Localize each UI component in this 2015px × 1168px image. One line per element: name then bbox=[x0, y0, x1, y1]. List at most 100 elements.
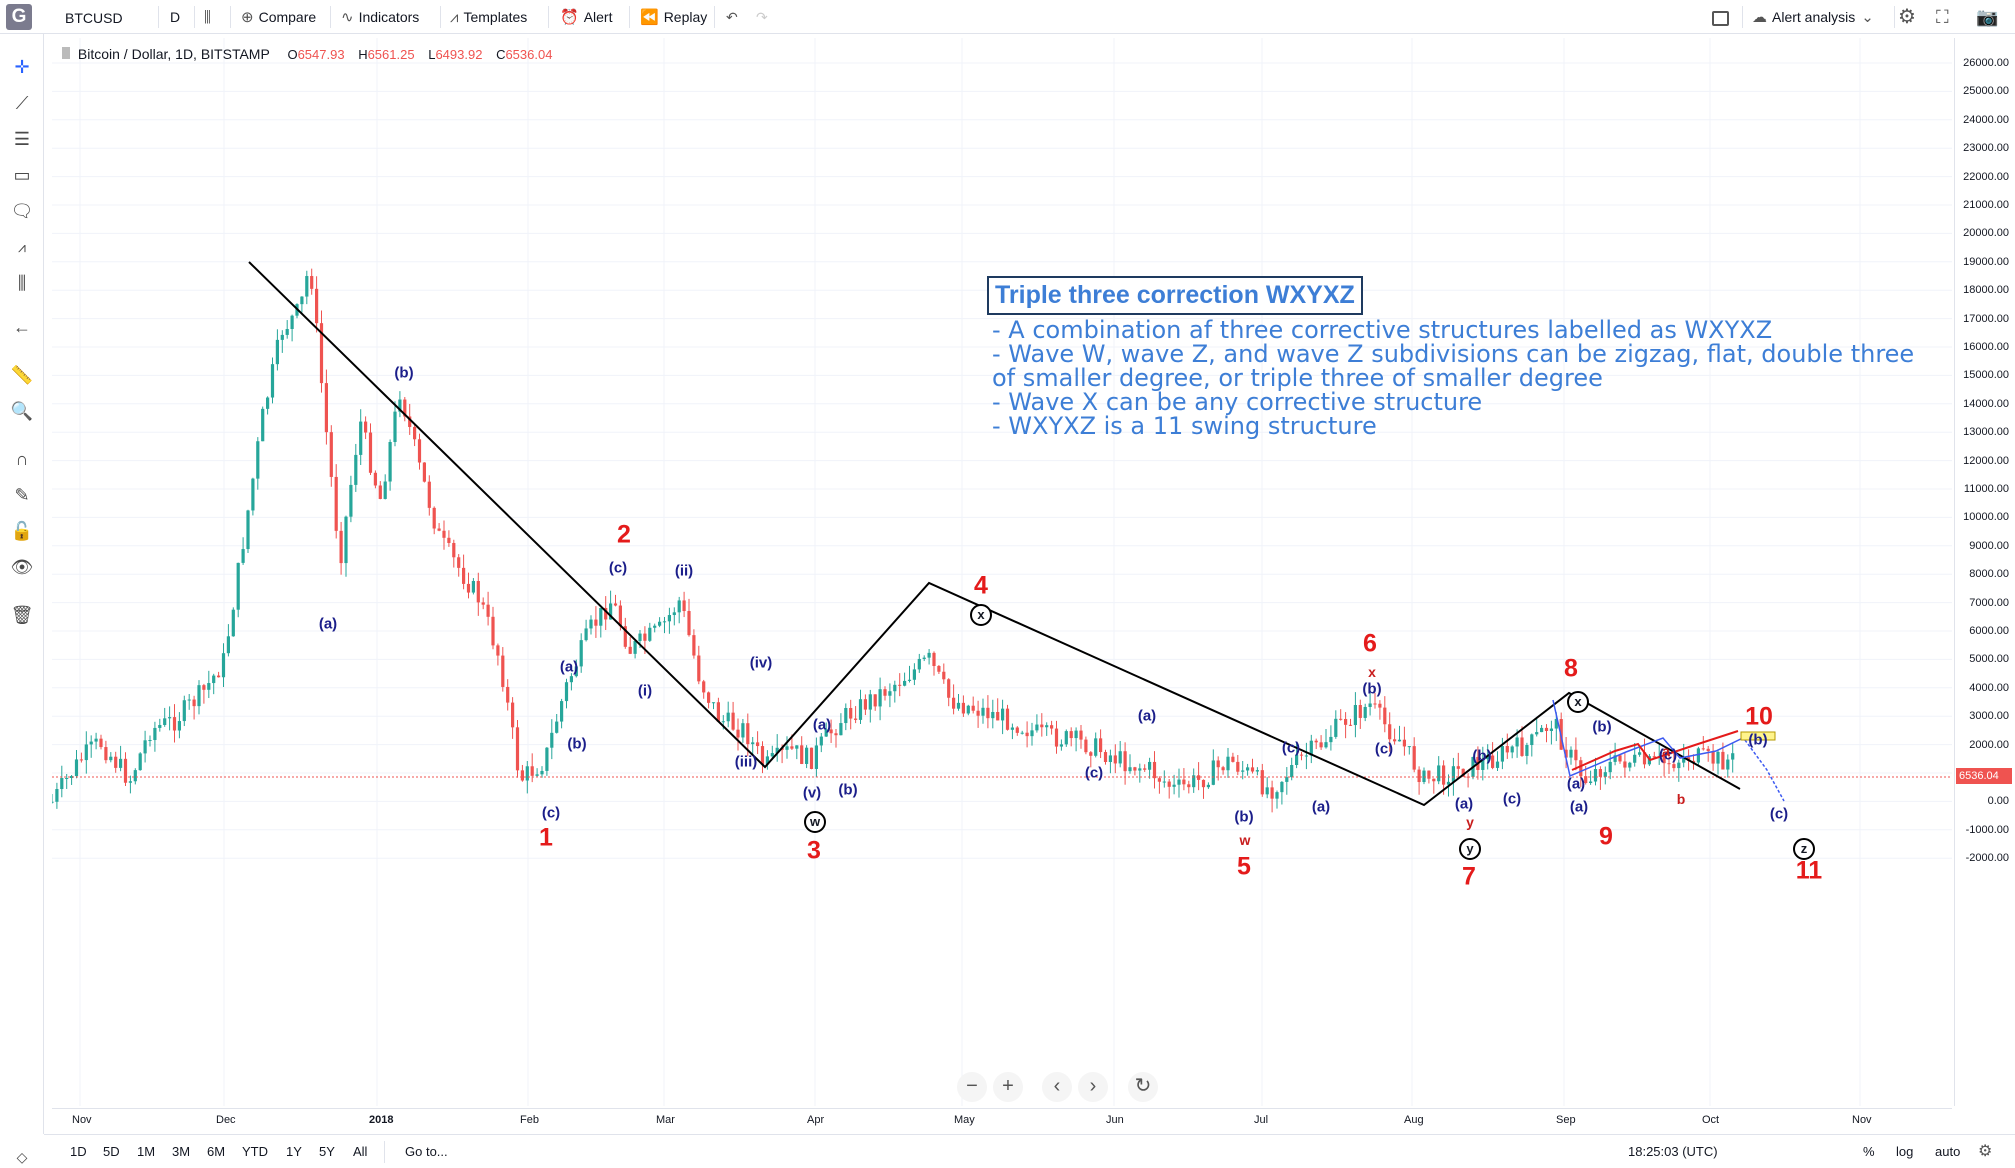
candle-body bbox=[966, 705, 970, 714]
goto-button[interactable]: Go to... bbox=[405, 1144, 448, 1159]
price-tick: -1000.00 bbox=[1965, 823, 2009, 836]
alert-analysis-button[interactable]: ☁ Alert analysis ⌄ bbox=[1752, 0, 1879, 34]
range-1m[interactable]: 1M bbox=[137, 1144, 156, 1159]
logo-icon[interactable]: G bbox=[6, 4, 32, 30]
range-6m[interactable]: 6M bbox=[207, 1144, 226, 1159]
auto-toggle[interactable]: auto bbox=[1935, 1144, 1961, 1159]
range-ytd[interactable]: YTD bbox=[242, 1144, 268, 1159]
candle-body bbox=[143, 740, 147, 754]
fullscreen-icon[interactable]: ⛶ bbox=[1936, 7, 1949, 27]
candle-body bbox=[814, 745, 818, 769]
ruler-icon[interactable]: 📏 bbox=[10, 365, 34, 385]
lock-icon[interactable]: 🔓 bbox=[10, 521, 34, 541]
fib-icon[interactable]: ☰ bbox=[13, 129, 31, 149]
divider bbox=[1894, 6, 1895, 28]
candle-body bbox=[221, 653, 226, 678]
candle-body bbox=[241, 549, 245, 563]
replay-button[interactable]: ⏪ Replay bbox=[640, 0, 707, 34]
redo-icon[interactable]: ↷ bbox=[756, 9, 768, 25]
candle-body bbox=[1334, 718, 1338, 737]
compare-button[interactable]: ⊕ Compare bbox=[241, 0, 316, 34]
range-all[interactable]: All bbox=[353, 1144, 368, 1159]
price-chart[interactable] bbox=[52, 38, 1952, 1106]
candle-body bbox=[84, 744, 88, 761]
candle-body bbox=[1128, 767, 1132, 772]
camera-icon[interactable]: 📷 bbox=[1976, 7, 1999, 27]
range-1y[interactable]: 1Y bbox=[286, 1144, 302, 1159]
back-arrow-icon[interactable]: ← bbox=[13, 317, 31, 337]
candle-body bbox=[1427, 770, 1431, 779]
scroll-left-button[interactable]: ‹ bbox=[1042, 1072, 1072, 1102]
gear-icon[interactable]: ⚙ bbox=[1978, 1143, 1993, 1160]
log-toggle[interactable]: log bbox=[1896, 1144, 1914, 1159]
candle-body bbox=[589, 619, 593, 629]
candle-body bbox=[1353, 705, 1357, 726]
candle-body bbox=[462, 567, 466, 584]
templates-button[interactable]: ⩘ Templates bbox=[450, 0, 527, 34]
time-tick: Nov bbox=[1852, 1114, 1872, 1126]
magnet-icon[interactable]: ∩ bbox=[15, 449, 29, 469]
pattern-icon[interactable]: ⩘ bbox=[18, 239, 26, 255]
candle-body bbox=[388, 442, 392, 482]
candle-body bbox=[1339, 718, 1343, 720]
price-scale[interactable]: 26000.00 25000.00 24000.00 23000.00 22000.00… bbox=[1954, 38, 2015, 1106]
candle-body bbox=[795, 745, 799, 749]
candle-body bbox=[741, 723, 745, 738]
candle-body bbox=[202, 685, 206, 690]
candle-body bbox=[1554, 719, 1558, 729]
fullscreen-square-icon[interactable] bbox=[1712, 0, 1729, 34]
candle-body bbox=[961, 702, 965, 714]
divider bbox=[440, 6, 441, 28]
candle-body bbox=[1152, 761, 1157, 779]
price-tick: 0.00 bbox=[1987, 795, 2009, 808]
candle-body bbox=[511, 702, 515, 728]
candle-body bbox=[1368, 703, 1372, 707]
candle-body bbox=[721, 721, 725, 723]
zoom-in-icon[interactable]: 🔍 bbox=[10, 401, 34, 421]
candle-body bbox=[1304, 755, 1308, 757]
circled-wave-y: y bbox=[1459, 838, 1481, 860]
rectangle-icon[interactable]: ▭ bbox=[13, 165, 31, 185]
eye-icon[interactable]: 👁 bbox=[10, 557, 34, 577]
candle-body bbox=[368, 432, 373, 473]
gear-icon[interactable]: ⚙ bbox=[1898, 6, 1916, 28]
symbol-search[interactable]: BTCUSD bbox=[65, 10, 123, 26]
candle-body bbox=[1314, 740, 1318, 743]
zoom-in-button[interactable]: + bbox=[993, 1072, 1023, 1102]
range-5d[interactable]: 5D bbox=[103, 1144, 120, 1159]
interval-button[interactable]: D bbox=[170, 9, 181, 25]
trash-icon[interactable]: 🗑 bbox=[10, 605, 34, 625]
candle-body bbox=[1378, 703, 1382, 708]
candle-body bbox=[878, 689, 882, 707]
candle-body bbox=[1706, 748, 1710, 752]
wave-label-navy: (a) bbox=[318, 615, 338, 633]
percent-toggle[interactable]: % bbox=[1863, 1144, 1875, 1159]
range-3m[interactable]: 3M bbox=[172, 1144, 191, 1159]
chart-type-icon[interactable]: ⫼ bbox=[204, 9, 211, 26]
candle-body bbox=[1226, 756, 1230, 771]
crosshair-icon[interactable]: ✛ bbox=[14, 57, 30, 77]
indicators-button[interactable]: ∿ Indicators bbox=[341, 0, 419, 34]
time-scale[interactable]: Nov Dec 2018 Feb Mar Apr May Jun Jul Aug Sep Oct Nov bbox=[52, 1108, 1952, 1130]
text-note-icon[interactable]: 🗨 bbox=[10, 201, 34, 221]
candle-body bbox=[1574, 749, 1578, 761]
range-5y[interactable]: 5Y bbox=[319, 1144, 335, 1159]
zoom-out-button[interactable]: − bbox=[957, 1072, 987, 1102]
trend-line-icon[interactable]: ⟋ bbox=[15, 93, 29, 113]
prediction-icon[interactable]: ⫼ bbox=[17, 273, 27, 293]
legend-title[interactable]: Bitcoin / Dollar, 1D, BITSTAMP bbox=[77, 46, 270, 62]
annotation-title[interactable]: Triple three correction WXYXZ bbox=[987, 276, 1363, 315]
scroll-right-button[interactable]: › bbox=[1078, 1072, 1108, 1102]
range-1d[interactable]: 1D bbox=[70, 1144, 87, 1159]
pencil-lock-icon[interactable]: ✎ bbox=[14, 485, 30, 505]
time-tick: Jun bbox=[1106, 1114, 1124, 1126]
candle-body bbox=[1628, 762, 1632, 768]
reset-chart-button[interactable]: ↻ bbox=[1128, 1072, 1158, 1102]
alert-button[interactable]: ⏰ Alert bbox=[560, 0, 612, 34]
annotation-body[interactable]: - A combination af three corrective stru… bbox=[992, 318, 1932, 438]
price-tick: 21000.00 bbox=[1963, 199, 2009, 211]
undo-icon[interactable]: ↶ bbox=[726, 9, 738, 25]
candle-body bbox=[672, 612, 676, 616]
candle-body bbox=[251, 478, 255, 511]
collapse-icon[interactable]: ◇ bbox=[16, 1149, 28, 1165]
